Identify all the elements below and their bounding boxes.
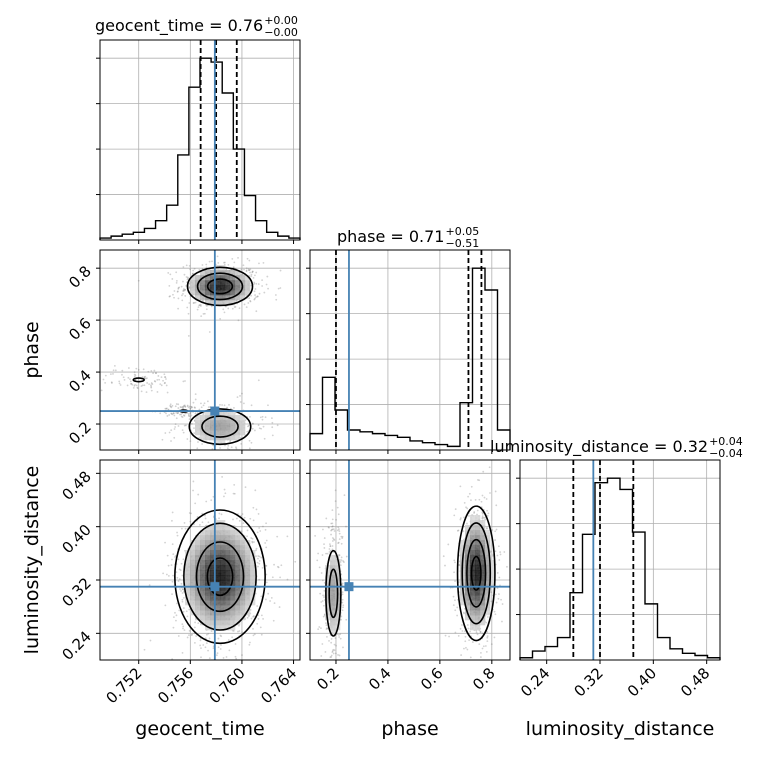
contour-line: [328, 568, 339, 619]
title-value: geocent_time = 0.76: [95, 16, 263, 36]
contour-line: [132, 377, 145, 383]
panel-frame: [99, 459, 301, 661]
y-tick-label: 0.32: [58, 574, 94, 610]
contour-line: [470, 555, 482, 591]
y-tick-label: 0.24: [58, 627, 94, 663]
title-plus: +0.04: [709, 435, 743, 448]
x-tick-label: 0.6: [417, 664, 447, 694]
contour-line: [188, 408, 252, 446]
title-value: phase = 0.71: [337, 227, 444, 246]
contour-line: [206, 557, 234, 597]
x-axis-label-geocent_time: geocent_time: [135, 718, 264, 740]
contour-line: [466, 538, 487, 608]
y-axis-label-phase: phase: [21, 321, 43, 378]
contour-line: [195, 541, 245, 613]
panel-frame: [99, 249, 301, 451]
density-phase-luminosity_distance: [325, 515, 496, 636]
x-tick-label: 0.752: [102, 664, 145, 707]
x-tick-label: 0.760: [206, 664, 249, 707]
contour-line: [206, 278, 234, 295]
x-tick-label: 0.32: [570, 664, 606, 700]
title-geocent_time: geocent_time = 0.76 +0.00−0.00: [95, 14, 298, 39]
histogram-phase: [309, 267, 511, 450]
y-tick-label: 0.48: [58, 467, 94, 503]
y-tick-label: 0.2: [65, 418, 95, 448]
y-tick-label: 0.40: [58, 521, 94, 557]
title-luminosity_distance: luminosity_distance = 0.32 +0.04−0.04: [490, 435, 743, 460]
x-axis-label-luminosity_distance: luminosity_distance: [526, 718, 715, 740]
x-tick-label: 0.40: [624, 664, 660, 700]
contour-line: [201, 415, 239, 438]
title-phase: phase = 0.71 +0.05−0.51: [337, 225, 479, 250]
y-tick-label: 0.6: [65, 314, 95, 344]
contour-line: [196, 272, 244, 301]
panel-frame: [99, 39, 301, 241]
x-tick-label: 0.2: [313, 664, 343, 694]
truth-marker: [210, 406, 220, 416]
x-tick-label: 0.8: [469, 664, 499, 694]
x-axis-label-phase: phase: [381, 718, 438, 740]
truth-marker: [344, 582, 354, 592]
title-minus: −0.04: [709, 447, 743, 460]
contour-line: [174, 509, 266, 645]
contour-line: [325, 549, 342, 637]
y-axis-label-luminosity_distance: luminosity_distance: [21, 466, 43, 655]
contour-line: [183, 522, 257, 631]
title-minus: −0.00: [264, 26, 298, 39]
contour-line: [461, 522, 492, 625]
contour-line: [456, 505, 496, 642]
title-plus: +0.05: [445, 225, 479, 238]
title-value: luminosity_distance = 0.32: [490, 437, 708, 457]
y-tick-label: 0.8: [65, 262, 95, 292]
samples-geocent_time-phase: [100, 255, 282, 450]
y-tick-label: 0.4: [65, 366, 95, 396]
title-minus: −0.51: [445, 237, 479, 250]
x-tick-label: 0.756: [154, 664, 197, 707]
x-tick-label: 0.48: [677, 664, 713, 700]
x-tick-label: 0.4: [365, 664, 395, 694]
x-tick-label: 0.24: [517, 664, 553, 700]
panel-frame: [309, 459, 511, 661]
title-plus: +0.00: [264, 14, 298, 27]
truth-marker: [210, 582, 220, 592]
panel-frame: [309, 249, 511, 451]
panel-frame: [519, 459, 721, 661]
x-tick-label: 0.764: [257, 664, 300, 707]
contour-line: [186, 266, 254, 307]
histogram-luminosity_distance: [519, 477, 721, 660]
